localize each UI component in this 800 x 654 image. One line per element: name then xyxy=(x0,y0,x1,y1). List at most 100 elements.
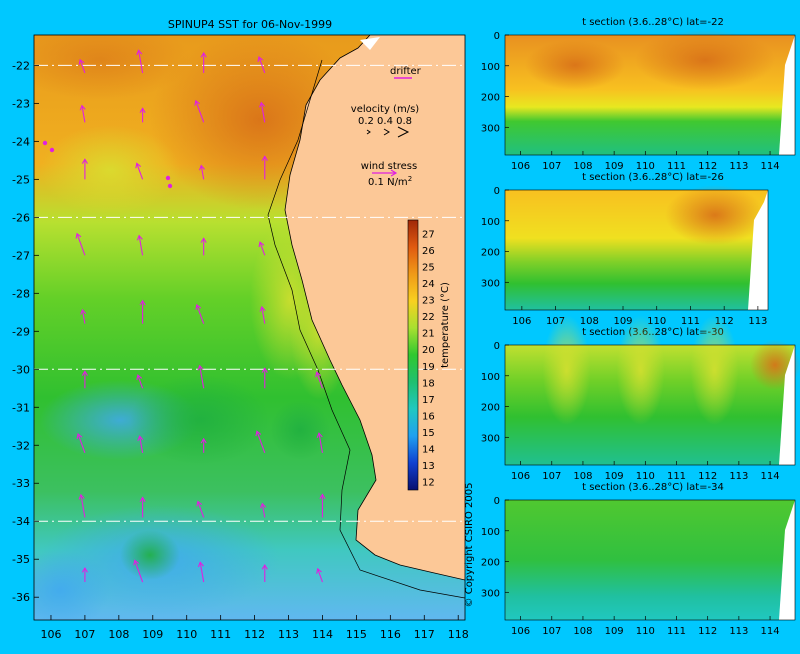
velocity-arrow xyxy=(194,99,205,123)
velocity-arrow xyxy=(260,502,267,518)
velocity-arrow xyxy=(135,162,144,180)
section-y-tick-label: 0 xyxy=(494,341,500,352)
section-x-tick-label: 114 xyxy=(761,161,780,172)
section-x-tick-label: 108 xyxy=(573,626,592,637)
map-y-axis: -22 -23 -24 -25 -26 -27 -28 -29 -30 -31 -32 -33 -34 -… xyxy=(12,59,39,604)
copyright-notice: © Copyright CSIRO 2005 xyxy=(464,483,475,608)
section-y-tick-label: 300 xyxy=(481,588,500,599)
section-x-tick-label: 110 xyxy=(636,161,655,172)
map-x-tick-label: 116 xyxy=(380,628,401,641)
map-y-tick-label: -33 xyxy=(12,477,30,490)
map-x-tick-label: 109 xyxy=(142,628,163,641)
colorbar-label: temperature (°C) xyxy=(440,282,451,368)
map-x-tick-label: 106 xyxy=(40,628,61,641)
velocity-arrow xyxy=(261,563,268,583)
velocity-arrow xyxy=(137,435,144,453)
section-y-tick-label: 200 xyxy=(481,403,500,414)
section-panel: t section (3.6..28°C) lat=-34 106 107 108 10… xyxy=(481,482,796,637)
section-x-tick-label: 112 xyxy=(698,161,717,172)
velocity-arrow xyxy=(195,303,205,324)
map-y-tick-label: -25 xyxy=(12,173,30,186)
velocity-arrow xyxy=(139,299,146,324)
temperature-sections: t section (3.6..28°C) lat=-22 106 107 108 10… xyxy=(481,17,800,637)
colorbar-tick-label: 19 xyxy=(422,362,435,373)
section-x-tick-label: 108 xyxy=(573,161,592,172)
velocity-arrow xyxy=(81,158,88,180)
section-x-tick-label: 112 xyxy=(698,471,717,482)
velocity-arrow xyxy=(136,49,144,74)
section-y-tick-label: 300 xyxy=(481,278,500,289)
section-land xyxy=(748,190,768,310)
section-x-tick-label: 111 xyxy=(667,161,686,172)
velocity-arrow xyxy=(200,437,207,453)
velocity-arrow xyxy=(136,374,144,389)
section-x-tick-label: 110 xyxy=(636,626,655,637)
section-y-tick-label: 300 xyxy=(481,433,500,444)
section-x-tick-label: 107 xyxy=(542,626,561,637)
section-x-tick-label: 108 xyxy=(573,471,592,482)
map-y-tick-label: -35 xyxy=(12,553,30,566)
section-x-tick-label: 110 xyxy=(636,471,655,482)
section-y-tick-label: 200 xyxy=(481,248,500,259)
velocity-arrow xyxy=(200,51,207,73)
colorbar-ticks: 27 26 25 24 23 22 21 20 19 18 17 16 15 14 13 12 xyxy=(422,229,435,488)
section-y-tick-label: 200 xyxy=(481,558,500,569)
section-x-tick-label: 114 xyxy=(761,626,780,637)
map-y-tick-label: -24 xyxy=(12,135,30,148)
velocity-arrow xyxy=(261,367,268,389)
map-y-tick-label: -36 xyxy=(12,591,30,604)
velocity-arrow xyxy=(258,101,266,123)
section-land xyxy=(779,500,795,620)
colorbar-tick-label: 26 xyxy=(422,246,435,257)
velocity-arrow xyxy=(78,58,86,74)
section-panel: t section (3.6..28°C) lat=-3010610710810… xyxy=(481,315,800,482)
velocity-arrow xyxy=(319,493,326,518)
velocity-arrow xyxy=(257,56,266,74)
section-x-tick-label: 106 xyxy=(512,316,531,327)
drifter-position xyxy=(167,183,173,189)
colorbar-tick-label: 22 xyxy=(422,312,435,323)
velocity-arrow xyxy=(261,155,268,180)
velocity-arrow xyxy=(78,493,86,518)
section-x-tick-label: 109 xyxy=(605,471,624,482)
land-mass xyxy=(285,35,465,580)
colorbar-tick-label: 14 xyxy=(422,445,435,456)
section-x-tick-label: 111 xyxy=(667,626,686,637)
colorbar-tick-label: 17 xyxy=(422,395,435,406)
section-land xyxy=(779,35,795,155)
section-y-tick-label: 100 xyxy=(481,527,500,538)
velocity-arrow xyxy=(200,237,207,256)
section-panel: t section (3.6..28°C) lat=-2610610710810… xyxy=(481,172,769,327)
section-x-tick-label: 112 xyxy=(698,626,717,637)
map-x-tick-label: 112 xyxy=(244,628,265,641)
map-y-tick-label: -28 xyxy=(12,287,30,300)
colorbar-tick-label: 25 xyxy=(422,262,435,273)
section-y-tick-label: 100 xyxy=(481,372,500,383)
wind-legend-title: wind stress xyxy=(361,161,417,172)
map-y-tick-label: -27 xyxy=(12,249,30,262)
section-land xyxy=(779,345,795,465)
section-x-tick-label: 109 xyxy=(613,316,632,327)
map-legend: drifter velocity (m/s) 0.2 0.4 0.8 wind … xyxy=(351,66,422,188)
section-x-tick-label: 108 xyxy=(580,316,599,327)
velocity-arrow xyxy=(75,232,86,256)
section-y-tick-label: 100 xyxy=(481,62,500,73)
map-y-tick-label: -23 xyxy=(12,97,30,110)
velocity-arrow xyxy=(316,432,324,453)
map-x-tick-label: 114 xyxy=(312,628,333,641)
map-y-tick-label: -22 xyxy=(12,59,30,72)
velocity-arrow xyxy=(81,566,88,583)
section-x-tick-label: 113 xyxy=(729,161,748,172)
section-x-tick-label: 106 xyxy=(511,161,530,172)
section-frame xyxy=(504,34,796,156)
section-x-tick-label: 111 xyxy=(667,471,686,482)
velocity-arrow xyxy=(198,164,205,180)
colorbar-tick-label: 21 xyxy=(422,329,435,340)
map-y-tick-label: -29 xyxy=(12,325,30,338)
map-x-tick-label: 118 xyxy=(448,628,469,641)
velocity-arrow-medium-icon xyxy=(383,128,390,136)
section-title: t section (3.6..28°C) lat=-26 xyxy=(582,172,724,183)
velocity-arrow xyxy=(259,305,266,324)
section-x-tick-label: 106 xyxy=(511,626,530,637)
map-y-tick-label: -30 xyxy=(12,363,30,376)
